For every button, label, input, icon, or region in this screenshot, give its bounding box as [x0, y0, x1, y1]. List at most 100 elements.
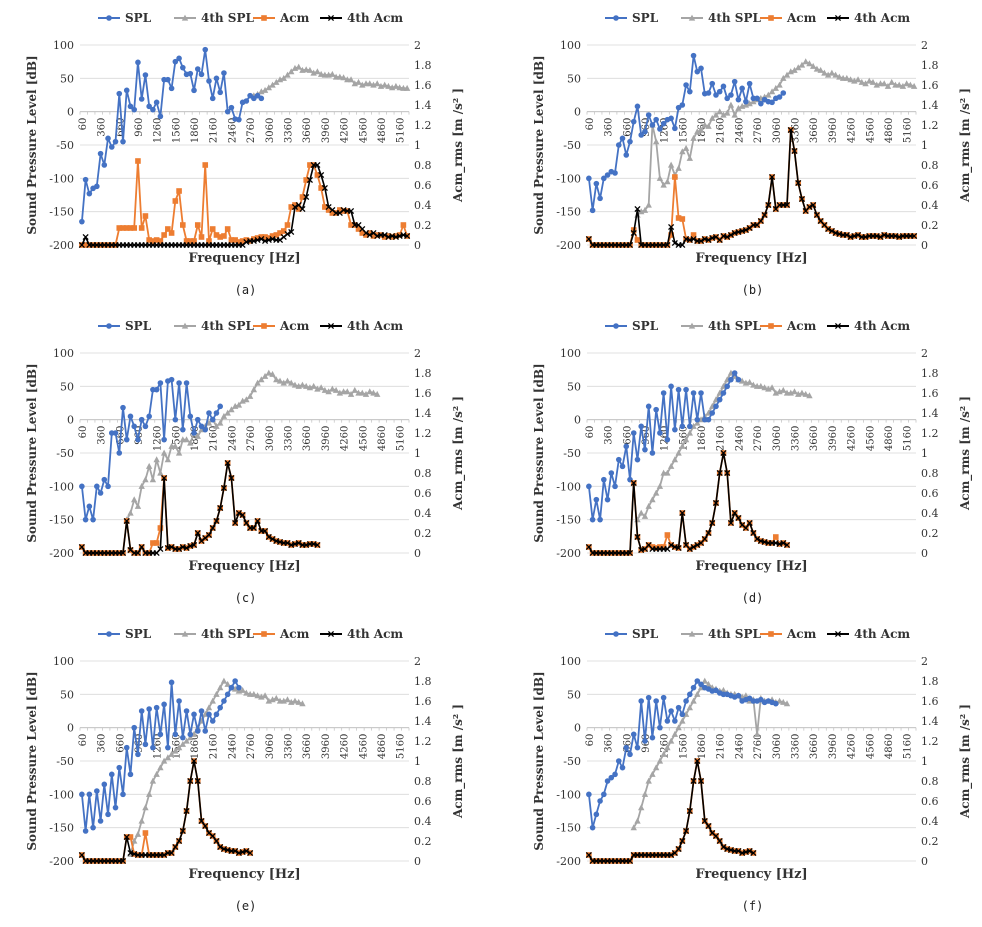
data-point	[664, 532, 671, 538]
data-point	[720, 390, 727, 396]
data-point	[791, 66, 798, 73]
data-point	[306, 176, 313, 184]
x-tick-label: 2160	[716, 734, 727, 759]
data-point	[168, 679, 175, 686]
data-point	[217, 403, 223, 410]
legend-label: 4th Acm	[347, 319, 403, 333]
data-point	[153, 704, 160, 711]
y-left-tick-label: 100	[53, 347, 74, 360]
data-point	[866, 77, 873, 84]
data-point	[101, 781, 108, 788]
data-point	[138, 225, 145, 231]
data-point	[802, 390, 809, 397]
data-point	[172, 198, 179, 204]
data-point	[280, 228, 287, 234]
data-point	[180, 222, 186, 228]
x-tick-label: 360	[604, 118, 615, 137]
data-point	[780, 386, 787, 393]
data-point	[291, 203, 299, 211]
series-spl	[586, 678, 779, 831]
x-tick-label: 60	[585, 426, 596, 439]
data-point	[187, 439, 194, 446]
data-point	[120, 225, 126, 231]
y-right-tick-label: 0.6	[921, 795, 939, 808]
data-point	[239, 686, 246, 693]
data-point	[626, 241, 634, 249]
data-point	[765, 91, 772, 98]
data-point	[672, 125, 678, 132]
chart-panel-c: 100 50 0 -50 -100 -150 -200 2 1.8 1.6 1.4 1.2 1 0.8 0.…	[0, 308, 491, 617]
data-point	[630, 229, 637, 237]
data-point	[716, 88, 723, 95]
data-point	[686, 154, 694, 161]
legend-label: 4th SPL	[201, 319, 254, 333]
x-tick-label: 1860	[697, 734, 708, 759]
x-tick-label: 3360	[283, 118, 294, 143]
data-point	[720, 111, 727, 118]
data-point	[284, 71, 291, 78]
data-point	[153, 540, 160, 546]
data-point	[295, 539, 302, 547]
y-right-tick-label: 1.8	[921, 59, 939, 72]
data-point	[657, 724, 663, 731]
data-point	[679, 241, 686, 249]
data-point	[172, 747, 179, 754]
gridlines	[587, 352, 916, 554]
y-axis-right: 2 1.8 1.6 1.4 1.2 1 0.8 0.6 0.4 0.2 0	[921, 347, 939, 560]
data-point	[314, 541, 321, 549]
y-right-tick-label: 1.6	[921, 695, 939, 708]
data-point	[634, 533, 641, 541]
chart-panel-a: 100 50 0 -50 -100 -150 -200 2 1.8 1.6 1.4 1.2 1 0.8 0.…	[0, 0, 491, 309]
data-point	[247, 849, 254, 857]
data-point	[667, 737, 675, 744]
data-point	[773, 534, 779, 540]
legend: SPL 4th SPL Acm 4th Acm	[98, 319, 403, 333]
panel-caption: (b)	[741, 283, 764, 297]
data-point	[183, 238, 190, 244]
y-right-tick-label: 1.8	[921, 367, 939, 380]
data-point	[228, 684, 235, 691]
data-point	[216, 419, 224, 426]
data-point	[750, 529, 757, 537]
data-point	[363, 232, 369, 238]
x-tick-label: 660	[622, 426, 633, 445]
data-point	[232, 519, 239, 527]
data-point	[168, 750, 175, 757]
data-point	[832, 71, 839, 78]
data-point	[705, 236, 712, 244]
x-tick-label: 1260	[153, 734, 164, 759]
data-point	[299, 194, 306, 200]
data-point	[224, 680, 231, 687]
y-right-tick-label: 2	[921, 347, 928, 360]
data-point	[123, 744, 130, 751]
data-point	[843, 74, 851, 81]
y-right-tick-label: 1.6	[414, 387, 432, 400]
legend-item: 4th SPL	[681, 627, 761, 641]
y-right-tick-label: 1.2	[921, 119, 939, 132]
data-point	[615, 456, 622, 463]
data-point	[705, 90, 712, 96]
data-point	[221, 70, 227, 76]
data-point	[79, 791, 85, 798]
data-point	[638, 509, 645, 516]
data-point	[213, 517, 220, 525]
y-right-tick-label: 0.2	[921, 835, 939, 848]
data-point	[146, 413, 152, 420]
y-right-tick-label: 1.2	[921, 427, 939, 440]
x-tick-label: 4560	[358, 426, 369, 451]
x-tick-label: 1260	[660, 734, 671, 759]
data-point	[791, 147, 798, 155]
data-point	[586, 175, 592, 182]
data-point	[161, 474, 168, 482]
x-tick-label: 5160	[396, 734, 407, 759]
data-point	[145, 790, 153, 797]
data-point	[712, 499, 720, 507]
data-point	[910, 82, 918, 89]
data-point	[783, 541, 791, 549]
series-4th-acm	[78, 459, 321, 557]
x-tick-label: 3960	[828, 734, 839, 759]
y-left-tick-label: -100	[49, 480, 74, 493]
y-axis-right-title: Acm_rms [m /s² ]	[451, 88, 466, 203]
data-point	[149, 777, 157, 784]
data-point	[638, 698, 645, 704]
